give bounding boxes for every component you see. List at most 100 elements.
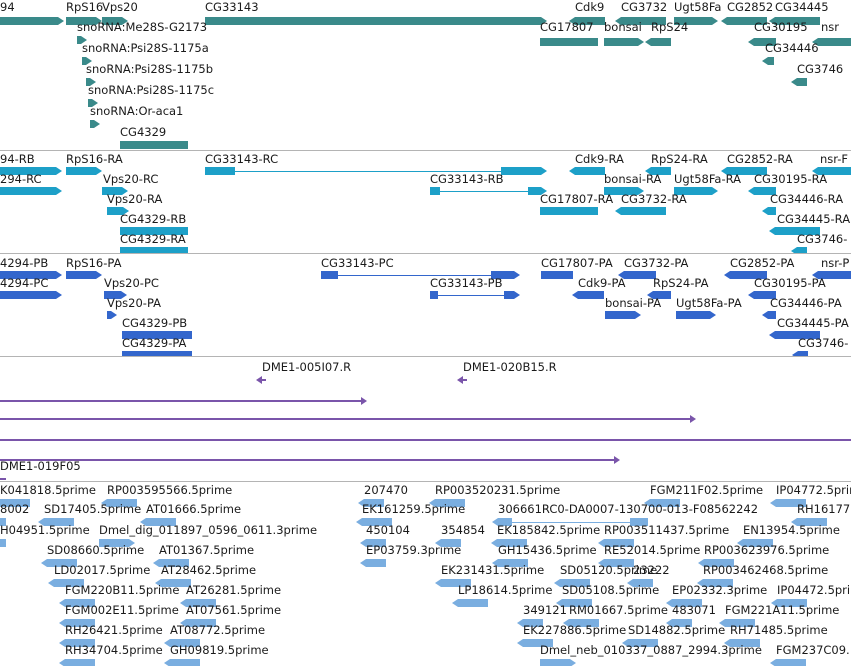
feature-label[interactable]: 4294-PC	[0, 276, 49, 290]
feature-label[interactable]: RH26421.5prime	[65, 623, 163, 637]
feature-label[interactable]: bonsai-PA	[605, 296, 662, 310]
feature-label[interactable]: Vps20-PA	[107, 296, 162, 310]
feature-label[interactable]: IP04772.5prime	[776, 483, 851, 497]
feature-label[interactable]: LP18614.5prime	[458, 583, 553, 597]
feature-label[interactable]: EP02332.3prime	[672, 583, 768, 597]
feature-label[interactable]: DME1-020B15.R	[463, 360, 557, 374]
feature-label[interactable]: RP003462468.5prime	[703, 563, 829, 577]
feature-label[interactable]: 450104	[366, 523, 410, 537]
feature-label[interactable]: CG3732-PA	[624, 256, 689, 270]
feature-label[interactable]: FGM221A11.5prime	[725, 603, 840, 617]
feature-label[interactable]: SD08660.5prime	[47, 543, 145, 557]
feature-label[interactable]: nsr-P	[821, 256, 850, 270]
feature-label[interactable]: GH15436.5prime	[498, 543, 597, 557]
feature-label[interactable]: CG33143-RB	[430, 172, 504, 186]
feature-label[interactable]: CG3746-	[797, 232, 848, 246]
feature-label[interactable]: CG4329-RA	[120, 232, 186, 246]
feature-label[interactable]: CG3746	[797, 62, 844, 76]
feature-label[interactable]: EK231431.5prime	[441, 563, 545, 577]
feature-label[interactable]: EK185842.5prime	[497, 523, 601, 537]
feature-label[interactable]: CG33143-PB	[430, 276, 503, 290]
feature-label[interactable]: bonsai	[604, 20, 642, 34]
feature-label[interactable]: RP003595566.5prime	[107, 483, 233, 497]
feature-label[interactable]: CG4329-PA	[122, 336, 187, 350]
feature-label[interactable]: CG30195	[754, 20, 808, 34]
feature-label[interactable]: snoRNA:Me28S-G2173	[77, 20, 208, 34]
feature-label[interactable]: RP003511437.5prime	[604, 523, 730, 537]
feature-label[interactable]: 354854	[441, 523, 485, 537]
feature-label[interactable]: Cdk9	[575, 0, 605, 14]
feature-label[interactable]: Vps20-RC	[103, 172, 159, 186]
feature-label[interactable]: SD05108.5prime	[562, 583, 660, 597]
feature-label[interactable]: CG34445	[775, 0, 829, 14]
feature-label[interactable]: nsr-F	[820, 152, 849, 166]
feature-label[interactable]: CG17807-PA	[541, 256, 613, 270]
feature-label[interactable]: CG33143-PC	[321, 256, 394, 270]
feature-label[interactable]: EK161259.5prime	[362, 502, 466, 516]
feature-label[interactable]: Ugt58Fa-PA	[676, 296, 742, 310]
feature-label[interactable]: CG4329-RB	[120, 212, 187, 226]
feature-label[interactable]: Vps20-RA	[107, 192, 163, 206]
feature-label[interactable]: 349121	[523, 603, 567, 617]
feature-label[interactable]: CG3732-RA	[621, 192, 687, 206]
feature-label[interactable]: CG34445-RA	[777, 212, 851, 226]
feature-label[interactable]: CG4329-PB	[122, 316, 188, 330]
feature-label[interactable]: CG33143-RC	[205, 152, 279, 166]
feature-label[interactable]: RM01667.5prime	[569, 603, 668, 617]
feature-label[interactable]: CG34446-RA	[770, 192, 844, 206]
feature-label[interactable]: 4294-PB	[0, 256, 49, 270]
feature-label[interactable]: RpS16-RA	[66, 152, 123, 166]
feature-label[interactable]: 483071	[672, 603, 716, 617]
feature-label[interactable]: RH16177	[797, 502, 851, 516]
feature-label[interactable]: snoRNA:Psi28S-1175c	[88, 83, 215, 97]
feature-label[interactable]: nsr	[821, 20, 840, 34]
feature-label[interactable]: RH34704.5prime	[65, 643, 163, 657]
feature-label[interactable]: CG3746-	[798, 336, 849, 350]
feature-label[interactable]: CG2852-PA	[730, 256, 795, 270]
feature-label[interactable]: CG34446-PA	[770, 296, 842, 310]
feature-label[interactable]: RpS24-PA	[653, 276, 709, 290]
feature-label[interactable]: bonsai-RA	[604, 172, 662, 186]
feature-label[interactable]: EN13954.5prime	[743, 523, 840, 537]
feature-label[interactable]: AT01367.5prime	[159, 543, 255, 557]
feature-label[interactable]: RH71485.5prime	[730, 623, 828, 637]
feature-label[interactable]: CG3732	[621, 0, 668, 14]
feature-label[interactable]: DME1-005I07.R	[262, 360, 352, 374]
feature-label[interactable]: 207470	[364, 483, 408, 497]
feature-label[interactable]: RpS24	[651, 20, 689, 34]
feature-label[interactable]: Cdk9-PA	[578, 276, 626, 290]
feature-label[interactable]: Dmel_dig_011897_0596_0611.3prime	[99, 523, 318, 537]
feature-label[interactable]: H04951.5prime	[0, 523, 90, 537]
feature-label[interactable]: Vps20	[102, 0, 138, 14]
feature-label[interactable]: Vps20-PC	[104, 276, 159, 290]
feature-label[interactable]: FGM220B11.5prime	[65, 583, 180, 597]
feature-label[interactable]: SD17405.5prime	[44, 502, 142, 516]
feature-label[interactable]: RpS16-PA	[66, 256, 122, 270]
feature-label[interactable]: DME1-019F05	[0, 459, 81, 473]
feature-label[interactable]: GH09819.5prime	[170, 643, 269, 657]
feature-label[interactable]: SD14882.5prime	[628, 623, 726, 637]
feature-label[interactable]: AT01666.5prime	[146, 502, 242, 516]
feature-label[interactable]: CG34446	[765, 41, 819, 55]
feature-label[interactable]: snoRNA:Psi28S-1175b	[86, 62, 214, 76]
feature-label[interactable]: 306661RC0-DA0007-130700-013-F08562242	[498, 502, 759, 516]
feature-label[interactable]: CG17807	[540, 20, 594, 34]
feature-label[interactable]: CG17807-RA	[540, 192, 614, 206]
feature-label[interactable]: CG34445-PA	[777, 316, 849, 330]
feature-label[interactable]: Ugt58Fa-RA	[674, 172, 742, 186]
feature-label[interactable]: FGM002E11.5prime	[65, 603, 179, 617]
feature-label[interactable]: EK227886.5prime	[523, 623, 627, 637]
feature-label[interactable]: CG2852-RA	[727, 152, 793, 166]
feature-label[interactable]: 294-RC	[0, 172, 42, 186]
feature-label[interactable]: CG30195-PA	[754, 276, 826, 290]
feature-label[interactable]: SD05120.5prime	[560, 563, 658, 577]
feature-label[interactable]: RpS24-RA	[651, 152, 708, 166]
feature-label[interactable]: RpS16	[66, 0, 104, 14]
feature-label[interactable]: FGM211F02.5prime	[650, 483, 764, 497]
feature-label[interactable]: AT07561.5prime	[186, 603, 282, 617]
feature-label[interactable]: RE52014.5prime	[604, 543, 701, 557]
feature-label[interactable]: 94	[0, 0, 15, 14]
feature-label[interactable]: RP003520231.5prime	[435, 483, 561, 497]
feature-label[interactable]: AT28462.5prime	[161, 563, 257, 577]
feature-label[interactable]: CG33143	[205, 0, 259, 14]
